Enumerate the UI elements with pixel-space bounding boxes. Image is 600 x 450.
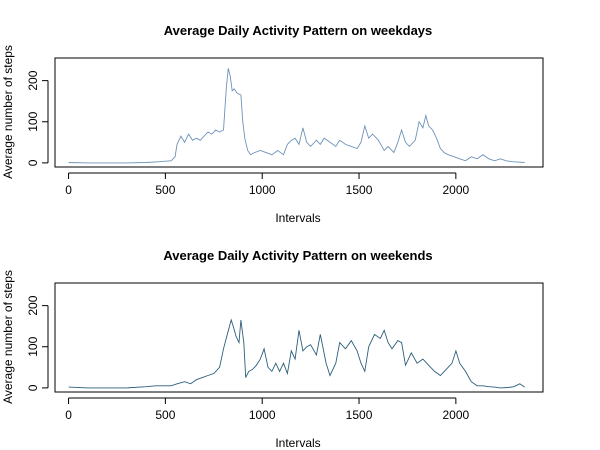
plot-frame	[54, 57, 544, 168]
x-tick-label: 0	[65, 408, 72, 422]
y-axis-label: Average number of steps	[1, 270, 15, 404]
weekday-panel: Average Daily Activity Pattern on weekda…	[1, 23, 544, 225]
x-tick-label: 2000	[443, 408, 470, 422]
x-tick-label: 1500	[346, 183, 373, 197]
x-tick-label: 1000	[249, 408, 276, 422]
series-layer	[68, 318, 525, 389]
y-tick-label: 0	[26, 159, 40, 166]
y-tick-label: 200	[26, 295, 40, 315]
chart-title: Average Daily Activity Pattern on weeken…	[163, 248, 432, 263]
y-tick-label: 100	[26, 111, 40, 131]
x-tick-label: 500	[155, 408, 175, 422]
weekend-panel: Average Daily Activity Pattern on weeken…	[1, 248, 544, 450]
series-layer	[68, 68, 525, 164]
x-tick-label: 1000	[249, 183, 276, 197]
series-line	[68, 318, 525, 389]
plot-frame	[54, 282, 544, 393]
y-tick-label: 0	[26, 384, 40, 391]
y-tick-label: 200	[26, 70, 40, 90]
y-axis-label: Average number of steps	[1, 45, 15, 179]
x-tick-label: 0	[65, 183, 72, 197]
y-tick-label: 100	[26, 336, 40, 356]
y-axis: 0 100 200	[26, 295, 49, 391]
series-line	[68, 68, 525, 164]
y-axis: 0 100 200	[26, 70, 49, 166]
x-axis: 0 500 1000 1500 2000	[65, 397, 470, 422]
x-axis: 0 500 1000 1500 2000	[65, 172, 470, 197]
x-axis-label: Intervals	[275, 211, 320, 225]
chart-title: Average Daily Activity Pattern on weekda…	[164, 23, 433, 38]
x-tick-label: 1500	[346, 408, 373, 422]
x-axis-label: Intervals	[275, 436, 320, 450]
x-tick-label: 500	[155, 183, 175, 197]
x-tick-label: 2000	[443, 183, 470, 197]
